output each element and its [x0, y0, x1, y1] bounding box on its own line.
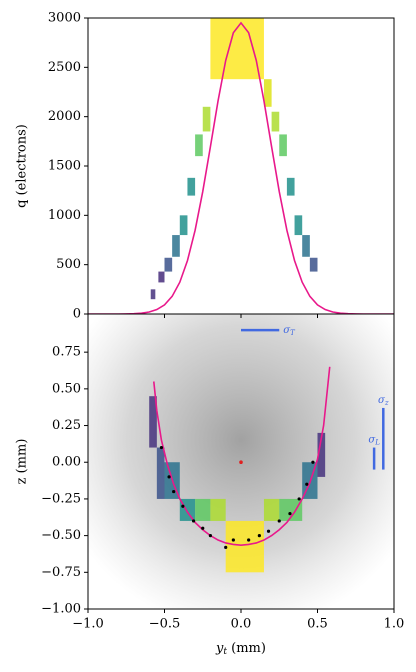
x-tick-label: −1.0 [72, 617, 104, 632]
charge-block [202, 106, 211, 132]
y-axis-label: q (electrons) [15, 124, 30, 208]
hit-point [231, 538, 235, 542]
label-subscript: t [223, 647, 227, 657]
y-tick-label: −0.75 [41, 565, 81, 580]
hit-point [159, 445, 164, 450]
charge-block [179, 215, 188, 236]
charge-block [149, 396, 157, 448]
charge-block [187, 177, 196, 196]
hit-point [277, 519, 281, 523]
hit-point [191, 519, 196, 523]
charge-block [225, 520, 264, 573]
charge-block [271, 111, 280, 132]
charge-block [164, 257, 173, 272]
x-tick-label: −0.5 [149, 617, 181, 632]
y-tick-label: 1500 [48, 159, 81, 174]
hit-point [224, 545, 228, 549]
y-axis-label: z (mm) [15, 439, 30, 485]
plot-area [149, 366, 331, 573]
charge-block [279, 498, 303, 521]
x-axis-label: yt (mm) [215, 641, 266, 657]
y-tick-label: 500 [56, 257, 81, 272]
hit-point [181, 504, 185, 508]
plot-area [88, 18, 394, 314]
centroid [239, 460, 243, 465]
electron-cloud [88, 314, 394, 609]
charge-block [150, 289, 156, 300]
y-tick-label: 2000 [48, 109, 81, 124]
x-tick-label: 1.0 [384, 617, 405, 632]
y-tick-label: 0.50 [52, 381, 81, 396]
charge-block [156, 447, 165, 499]
width-label: σL [368, 434, 380, 447]
label-subscript: T [290, 329, 296, 337]
charge-block [263, 79, 272, 107]
hit-point [288, 512, 292, 516]
y-tick-label: 2500 [48, 60, 81, 75]
charge-block [210, 498, 226, 521]
y-tick-label: 0.25 [52, 418, 81, 433]
hit-point [266, 529, 271, 533]
y-tick-label: 3000 [48, 11, 81, 26]
charge-block [294, 215, 303, 236]
label-subscript: L [374, 439, 380, 447]
hit-point [257, 534, 261, 538]
y-tick-label: 0 [73, 307, 81, 322]
fit-curve [152, 366, 331, 546]
label-symbol: σ [378, 394, 386, 405]
hit-point [201, 526, 205, 530]
label-subscript: z [384, 399, 389, 407]
charge-block [309, 257, 318, 272]
label-symbol: σ [368, 434, 376, 445]
width-label: σT [283, 325, 296, 338]
hit-point [247, 538, 251, 542]
label-variable: y [215, 641, 224, 656]
x-tick-label: 0.5 [307, 617, 328, 632]
charge-block [317, 432, 326, 477]
charge-block [195, 134, 203, 157]
hit-point [167, 475, 171, 479]
charge-block [263, 498, 280, 521]
y-tick-label: −0.50 [41, 528, 81, 543]
charge-block [158, 271, 165, 283]
hit-point [172, 489, 176, 494]
fit-curve [88, 21, 394, 314]
y-tick-label: −0.25 [41, 491, 81, 506]
y-tick-label: −1.00 [41, 602, 81, 617]
y-tick-label: 0.00 [52, 455, 81, 470]
x-tick-label: 0.0 [231, 617, 252, 632]
charge-block [195, 498, 211, 521]
hit-point [311, 460, 315, 464]
label-symbol: σ [283, 325, 291, 336]
charge-block [172, 235, 180, 257]
hit-point [208, 534, 212, 538]
hit-point [305, 482, 309, 486]
width-label: σz [378, 394, 389, 407]
y-tick-label: 1000 [48, 208, 81, 223]
label-unit: (mm) [227, 641, 266, 656]
y-tick-label: 0.75 [52, 345, 81, 360]
charge-block [279, 134, 287, 157]
charge-block [302, 235, 310, 257]
charge-block [286, 177, 295, 196]
hit-point [297, 497, 301, 501]
